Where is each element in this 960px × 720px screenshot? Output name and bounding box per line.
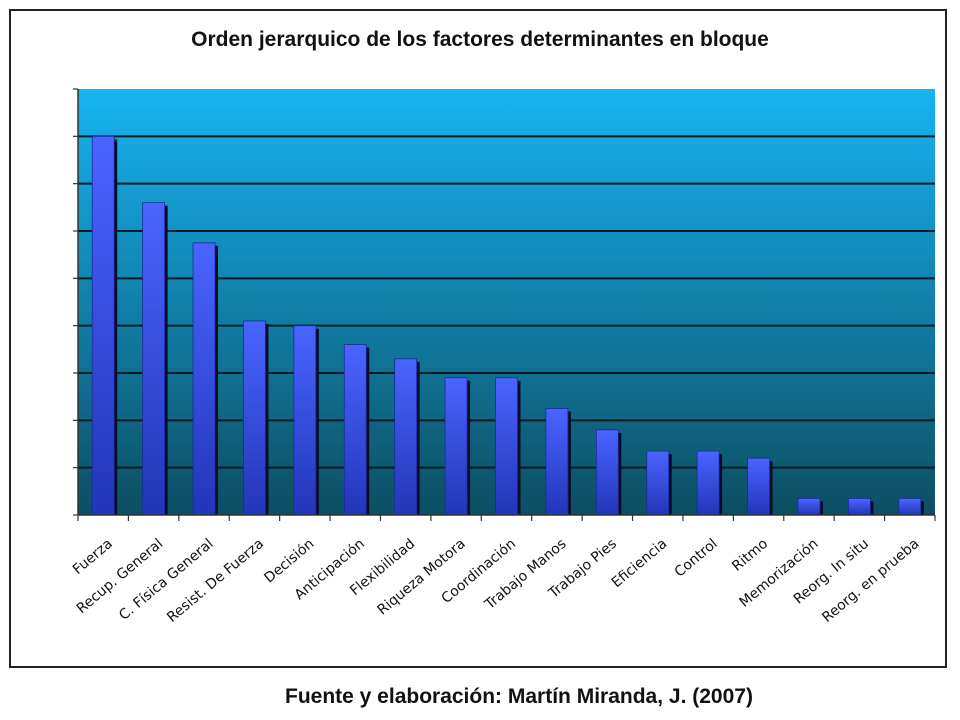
bar xyxy=(797,498,823,516)
bar xyxy=(747,457,773,516)
category-label: Ritmo xyxy=(729,536,771,575)
category-label: Recup. General xyxy=(74,536,166,617)
bar-face xyxy=(797,498,821,516)
bar-face xyxy=(394,358,418,516)
bar-face xyxy=(545,408,569,516)
bar xyxy=(343,344,370,516)
chart-title: Orden jerarquico de los factores determi… xyxy=(191,28,769,51)
category-label: Fuerza xyxy=(70,536,116,578)
bar xyxy=(394,358,420,516)
bar-face xyxy=(243,320,266,516)
category-label: Control xyxy=(672,536,721,581)
bar-face xyxy=(646,450,670,516)
bar xyxy=(595,429,622,516)
bar-face xyxy=(747,457,770,516)
bar xyxy=(495,377,521,516)
bar-face xyxy=(898,498,922,516)
bar-face xyxy=(595,429,619,516)
bars xyxy=(91,135,924,516)
axes xyxy=(73,88,936,521)
bar xyxy=(898,498,924,516)
bar-face xyxy=(696,450,720,516)
bar xyxy=(696,450,723,516)
bar xyxy=(293,325,319,516)
bar-face xyxy=(495,377,518,516)
category-label: Reorg. en prueba xyxy=(819,536,922,626)
bar-face xyxy=(192,242,216,516)
category-label: Riqueza Motora xyxy=(375,536,469,619)
bar xyxy=(192,242,219,516)
bar xyxy=(545,408,571,516)
bar-face xyxy=(91,135,115,516)
category-label: Resist. De Fuerza xyxy=(164,536,267,626)
bar-face xyxy=(343,344,367,516)
source-caption: Fuente y elaboración: Martín Miranda, J.… xyxy=(285,685,753,708)
bar-face xyxy=(293,325,317,516)
bar xyxy=(444,377,471,516)
bar xyxy=(91,135,118,516)
bar-face xyxy=(142,202,166,516)
gridlines xyxy=(78,135,935,469)
bar xyxy=(847,498,874,516)
bar xyxy=(142,202,168,516)
category-label: Eficiencia xyxy=(609,536,671,591)
bar xyxy=(646,450,672,516)
bar-face xyxy=(444,377,468,516)
bar-face xyxy=(847,498,871,516)
bar xyxy=(243,320,269,516)
